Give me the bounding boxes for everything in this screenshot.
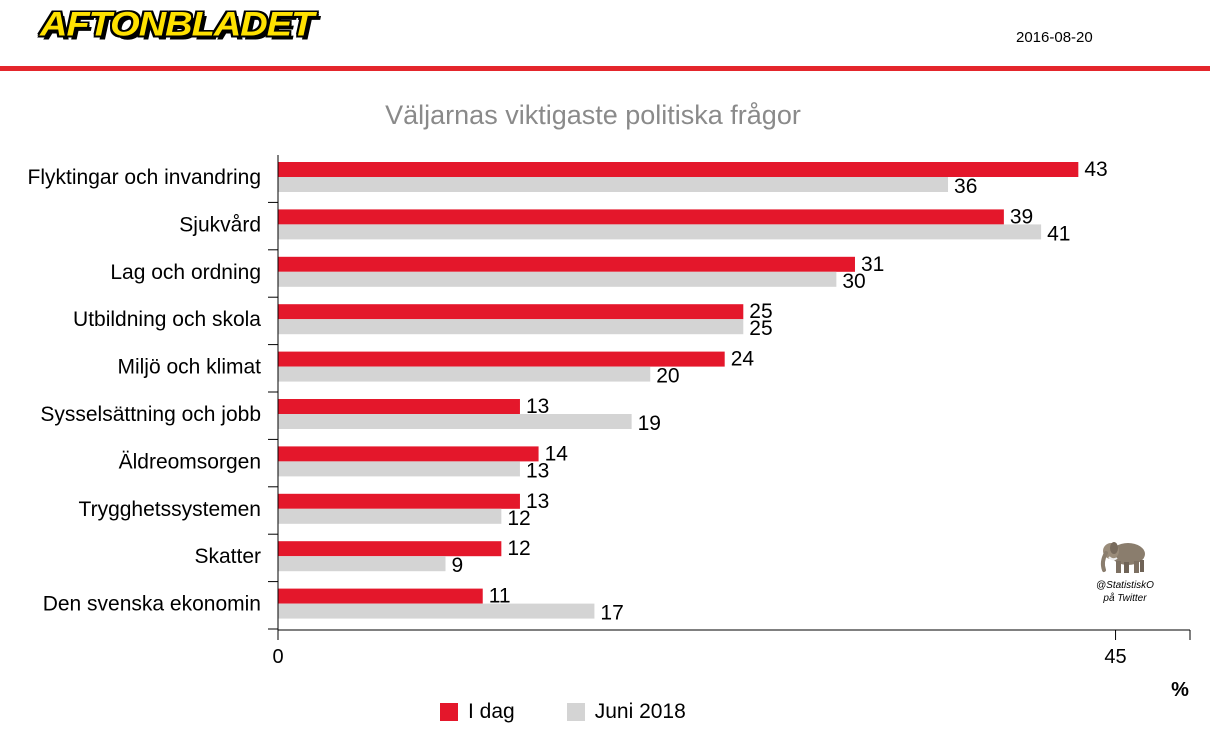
value-label-i-dag-miljo-och-klimat: 24: [731, 348, 755, 371]
x-tick-label: 45: [1104, 646, 1126, 668]
category-label-flyktingar-och-invandring: Flyktingar och invandring: [28, 166, 261, 189]
value-label-i-dag-skatter: 12: [507, 537, 530, 560]
value-label-i-dag-aldreomsorgen: 14: [545, 442, 569, 465]
value-label-i-dag-utbildning-och-skola: 25: [749, 300, 772, 323]
legend-item-juni-2018: Juni 2018: [566, 700, 686, 724]
category-label-miljo-och-klimat: Miljö och klimat: [117, 356, 261, 379]
publish-date: 2016-08-20: [1016, 29, 1093, 46]
watermark: @StatistiskO på Twitter: [1085, 538, 1165, 605]
category-label-lag-och-ordning: Lag och ordning: [110, 261, 261, 284]
header-divider: [0, 66, 1210, 71]
legend-label-juni-2018: Juni 2018: [594, 700, 686, 723]
category-label-trygghetssystemen: Trygghetssystemen: [79, 498, 261, 521]
value-label-juni-2018-sysselsattning-och-jobb: 19: [638, 412, 661, 435]
bar-i-dag-flyktingar-och-invandring: [278, 162, 1079, 177]
aftonbladet-logo[interactable]: AFTONBLADET: [40, 6, 314, 44]
bar-i-dag-aldreomsorgen: [278, 446, 539, 462]
value-label-juni-2018-skatter: 9: [452, 554, 464, 577]
bar-i-dag-miljo-och-klimat: [278, 351, 725, 367]
bar-juni-2018-sjukvard: [278, 224, 1042, 240]
value-label-juni-2018-sjukvard: 41: [1047, 222, 1070, 245]
category-label-skatter: Skatter: [194, 545, 261, 568]
bar-i-dag-skatter: [278, 541, 502, 557]
bar-i-dag-sysselsattning-och-jobb: [278, 399, 520, 414]
bar-i-dag-trygghetssystemen: [278, 493, 520, 509]
bar-juni-2018-lag-och-ordning: [278, 271, 837, 287]
value-label-juni-2018-utbildning-och-skola: 25: [749, 317, 772, 340]
value-label-juni-2018-aldreomsorgen: 13: [526, 459, 549, 482]
bar-juni-2018-skatter: [278, 556, 446, 572]
value-label-i-dag-flyktingar-och-invandring: 43: [1084, 158, 1107, 181]
bar-i-dag-lag-och-ordning: [278, 256, 855, 272]
watermark-platform: på Twitter: [1103, 593, 1147, 604]
category-label-den-svenska-ekonomin: Den svenska ekonomin: [43, 593, 261, 616]
bar-juni-2018-aldreomsorgen: [278, 461, 520, 477]
value-label-i-dag-lag-och-ordning: 31: [861, 253, 884, 276]
category-label-aldreomsorgen: Äldreomsorgen: [119, 450, 261, 473]
bar-i-dag-utbildning-och-skola: [278, 304, 744, 320]
value-label-i-dag-sjukvard: 39: [1010, 205, 1033, 228]
legend-swatch-juni-2018: [566, 703, 585, 721]
bar-i-dag-den-svenska-ekonomin: [278, 588, 483, 604]
value-label-i-dag-den-svenska-ekonomin: 11: [489, 585, 511, 608]
bar-i-dag-sjukvard: [278, 209, 1004, 225]
bar-juni-2018-miljo-och-klimat: [278, 366, 651, 382]
legend-item-i-dag: I dag: [440, 700, 515, 724]
value-label-juni-2018-den-svenska-ekonomin: 17: [600, 602, 623, 625]
legend-label-i-dag: I dag: [468, 700, 515, 723]
value-label-juni-2018-miljo-och-klimat: 20: [656, 365, 679, 388]
bar-juni-2018-flyktingar-och-invandring: [278, 177, 949, 192]
value-label-juni-2018-trygghetssystemen: 12: [507, 507, 530, 530]
bar-juni-2018-trygghetssystemen: [278, 508, 502, 524]
bar-juni-2018-den-svenska-ekonomin: [278, 603, 595, 619]
bar-juni-2018-utbildning-och-skola: [278, 319, 744, 335]
category-label-utbildning-och-skola: Utbildning och skola: [73, 308, 261, 331]
chart-legend: I dag Juni 2018: [440, 700, 738, 724]
chart-title: Väljarnas viktigaste politiska frågor: [385, 100, 801, 130]
bar-juni-2018-sysselsattning-och-jobb: [278, 414, 632, 429]
watermark-handle: @StatistiskO: [1096, 580, 1154, 591]
value-label-juni-2018-lag-och-ordning: 30: [842, 270, 865, 293]
x-axis-label: %: [1171, 679, 1189, 701]
value-label-i-dag-sysselsattning-och-jobb: 13: [526, 395, 549, 418]
x-tick-label: 0: [272, 646, 283, 668]
value-label-i-dag-trygghetssystemen: 13: [526, 490, 549, 513]
elephant-icon: [1100, 542, 1145, 573]
legend-swatch-i-dag: [440, 703, 458, 721]
category-label-sjukvard: Sjukvård: [179, 213, 261, 236]
category-label-sysselsattning-och-jobb: Sysselsättning och jobb: [40, 403, 261, 426]
value-label-juni-2018-flyktingar-och-invandring: 36: [954, 175, 977, 198]
